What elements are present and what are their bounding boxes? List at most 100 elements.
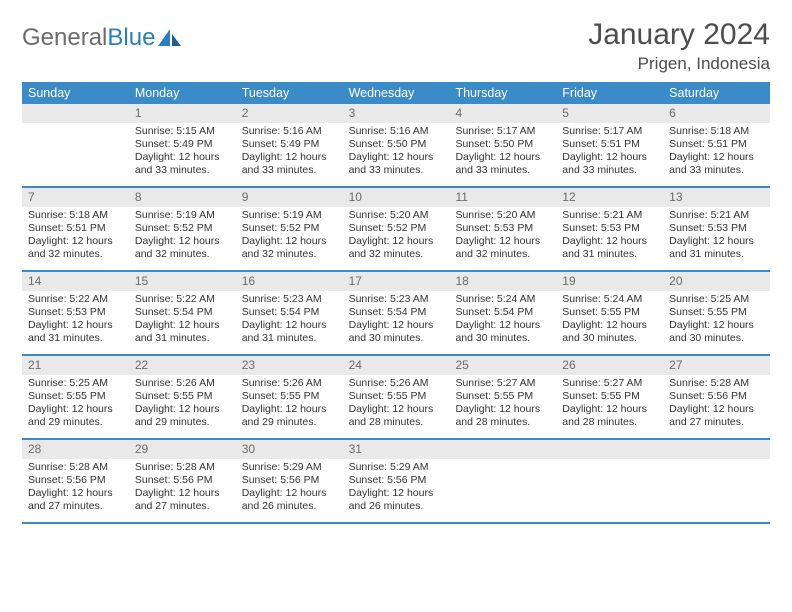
day-number: 24 xyxy=(343,356,450,375)
daylight-text-1: Daylight: 12 hours xyxy=(562,319,657,332)
sunset-text: Sunset: 5:55 PM xyxy=(562,306,657,319)
day-cell: 18Sunrise: 5:24 AMSunset: 5:54 PMDayligh… xyxy=(449,272,556,354)
sunset-text: Sunset: 5:54 PM xyxy=(349,306,444,319)
weekday-header-cell: Wednesday xyxy=(343,82,450,104)
weeks-container: 1Sunrise: 5:15 AMSunset: 5:49 PMDaylight… xyxy=(22,104,770,524)
day-body: Sunrise: 5:16 AMSunset: 5:50 PMDaylight:… xyxy=(343,123,450,184)
day-number: 27 xyxy=(663,356,770,375)
day-number xyxy=(556,440,663,459)
daylight-text-2: and 31 minutes. xyxy=(669,248,764,261)
day-cell: 26Sunrise: 5:27 AMSunset: 5:55 PMDayligh… xyxy=(556,356,663,438)
daylight-text-2: and 33 minutes. xyxy=(562,164,657,177)
day-number: 26 xyxy=(556,356,663,375)
day-body: Sunrise: 5:23 AMSunset: 5:54 PMDaylight:… xyxy=(236,291,343,352)
daylight-text-2: and 32 minutes. xyxy=(349,248,444,261)
sunset-text: Sunset: 5:53 PM xyxy=(669,222,764,235)
day-number: 14 xyxy=(22,272,129,291)
day-number: 9 xyxy=(236,188,343,207)
day-number: 10 xyxy=(343,188,450,207)
daylight-text-1: Daylight: 12 hours xyxy=(28,235,123,248)
sunset-text: Sunset: 5:56 PM xyxy=(135,474,230,487)
sunrise-text: Sunrise: 5:23 AM xyxy=(349,293,444,306)
daylight-text-2: and 30 minutes. xyxy=(349,332,444,345)
logo-part2: Blue xyxy=(107,24,155,52)
header-block: GeneralBlue January 2024 Prigen, Indones… xyxy=(22,18,770,74)
day-cell: 19Sunrise: 5:24 AMSunset: 5:55 PMDayligh… xyxy=(556,272,663,354)
daylight-text-1: Daylight: 12 hours xyxy=(455,319,550,332)
daylight-text-1: Daylight: 12 hours xyxy=(562,235,657,248)
day-cell: 27Sunrise: 5:28 AMSunset: 5:56 PMDayligh… xyxy=(663,356,770,438)
day-body: Sunrise: 5:19 AMSunset: 5:52 PMDaylight:… xyxy=(236,207,343,268)
sunrise-text: Sunrise: 5:25 AM xyxy=(669,293,764,306)
day-cell xyxy=(22,104,129,186)
location-subtitle: Prigen, Indonesia xyxy=(588,54,770,74)
day-cell: 7Sunrise: 5:18 AMSunset: 5:51 PMDaylight… xyxy=(22,188,129,270)
day-number: 17 xyxy=(343,272,450,291)
day-number: 23 xyxy=(236,356,343,375)
sunrise-text: Sunrise: 5:27 AM xyxy=(562,377,657,390)
daylight-text-1: Daylight: 12 hours xyxy=(242,235,337,248)
day-cell: 12Sunrise: 5:21 AMSunset: 5:53 PMDayligh… xyxy=(556,188,663,270)
daylight-text-1: Daylight: 12 hours xyxy=(28,403,123,416)
day-body: Sunrise: 5:26 AMSunset: 5:55 PMDaylight:… xyxy=(343,375,450,436)
weekday-header-cell: Sunday xyxy=(22,82,129,104)
week-row: 14Sunrise: 5:22 AMSunset: 5:53 PMDayligh… xyxy=(22,272,770,356)
day-body: Sunrise: 5:26 AMSunset: 5:55 PMDaylight:… xyxy=(129,375,236,436)
day-number: 20 xyxy=(663,272,770,291)
sunset-text: Sunset: 5:51 PM xyxy=(669,138,764,151)
day-number: 1 xyxy=(129,104,236,123)
sunrise-text: Sunrise: 5:22 AM xyxy=(135,293,230,306)
day-cell: 29Sunrise: 5:28 AMSunset: 5:56 PMDayligh… xyxy=(129,440,236,522)
day-number: 5 xyxy=(556,104,663,123)
logo: GeneralBlue xyxy=(22,18,183,52)
day-cell: 3Sunrise: 5:16 AMSunset: 5:50 PMDaylight… xyxy=(343,104,450,186)
day-cell xyxy=(556,440,663,522)
daylight-text-2: and 29 minutes. xyxy=(242,416,337,429)
sunrise-text: Sunrise: 5:19 AM xyxy=(242,209,337,222)
week-row: 28Sunrise: 5:28 AMSunset: 5:56 PMDayligh… xyxy=(22,440,770,524)
sunset-text: Sunset: 5:55 PM xyxy=(455,390,550,403)
day-body: Sunrise: 5:22 AMSunset: 5:53 PMDaylight:… xyxy=(22,291,129,352)
sunset-text: Sunset: 5:52 PM xyxy=(349,222,444,235)
day-number: 21 xyxy=(22,356,129,375)
sunset-text: Sunset: 5:55 PM xyxy=(242,390,337,403)
day-number: 25 xyxy=(449,356,556,375)
day-body: Sunrise: 5:28 AMSunset: 5:56 PMDaylight:… xyxy=(663,375,770,436)
day-body: Sunrise: 5:18 AMSunset: 5:51 PMDaylight:… xyxy=(22,207,129,268)
day-body: Sunrise: 5:20 AMSunset: 5:53 PMDaylight:… xyxy=(449,207,556,268)
day-number xyxy=(663,440,770,459)
daylight-text-2: and 33 minutes. xyxy=(135,164,230,177)
title-block: January 2024 Prigen, Indonesia xyxy=(588,18,770,74)
sunset-text: Sunset: 5:54 PM xyxy=(455,306,550,319)
daylight-text-1: Daylight: 12 hours xyxy=(135,319,230,332)
day-body: Sunrise: 5:29 AMSunset: 5:56 PMDaylight:… xyxy=(236,459,343,520)
day-body: Sunrise: 5:24 AMSunset: 5:55 PMDaylight:… xyxy=(556,291,663,352)
daylight-text-2: and 31 minutes. xyxy=(562,248,657,261)
day-number: 30 xyxy=(236,440,343,459)
day-number: 7 xyxy=(22,188,129,207)
day-body: Sunrise: 5:20 AMSunset: 5:52 PMDaylight:… xyxy=(343,207,450,268)
sunrise-text: Sunrise: 5:26 AM xyxy=(135,377,230,390)
daylight-text-1: Daylight: 12 hours xyxy=(349,235,444,248)
daylight-text-2: and 30 minutes. xyxy=(562,332,657,345)
day-cell: 16Sunrise: 5:23 AMSunset: 5:54 PMDayligh… xyxy=(236,272,343,354)
daylight-text-2: and 33 minutes. xyxy=(455,164,550,177)
week-row: 7Sunrise: 5:18 AMSunset: 5:51 PMDaylight… xyxy=(22,188,770,272)
day-cell xyxy=(449,440,556,522)
sunrise-text: Sunrise: 5:20 AM xyxy=(455,209,550,222)
sunrise-text: Sunrise: 5:17 AM xyxy=(562,125,657,138)
day-number: 11 xyxy=(449,188,556,207)
sunset-text: Sunset: 5:54 PM xyxy=(242,306,337,319)
weekday-header-cell: Thursday xyxy=(449,82,556,104)
day-body: Sunrise: 5:17 AMSunset: 5:50 PMDaylight:… xyxy=(449,123,556,184)
day-body: Sunrise: 5:23 AMSunset: 5:54 PMDaylight:… xyxy=(343,291,450,352)
daylight-text-2: and 26 minutes. xyxy=(242,500,337,513)
daylight-text-2: and 30 minutes. xyxy=(455,332,550,345)
sunset-text: Sunset: 5:55 PM xyxy=(135,390,230,403)
day-cell: 21Sunrise: 5:25 AMSunset: 5:55 PMDayligh… xyxy=(22,356,129,438)
weekday-header-cell: Tuesday xyxy=(236,82,343,104)
day-number: 22 xyxy=(129,356,236,375)
daylight-text-1: Daylight: 12 hours xyxy=(562,403,657,416)
sunset-text: Sunset: 5:52 PM xyxy=(242,222,337,235)
day-cell: 5Sunrise: 5:17 AMSunset: 5:51 PMDaylight… xyxy=(556,104,663,186)
